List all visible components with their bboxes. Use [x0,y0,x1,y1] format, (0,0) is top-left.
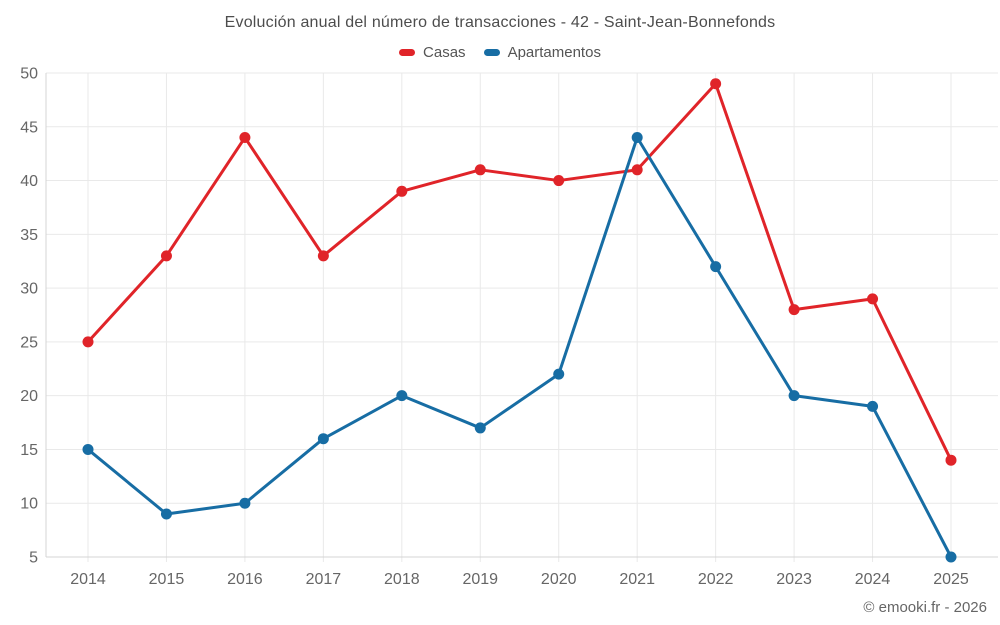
x-axis-tick-label: 2022 [698,571,734,588]
apartamentos-series-swatch [483,48,500,56]
casas-series-line [86,82,953,462]
watermark: © emooki.fr - 2026 [863,599,987,616]
y-axis-tick-label: 10 [20,496,38,513]
x-axis-tick-label: 2025 [933,571,969,588]
x-axis-tick-label: 2014 [70,571,106,588]
apartamentos-data-point [317,433,329,445]
apartamentos-data-point [160,508,172,520]
y-axis-tick-label: 40 [20,173,38,190]
x-axis-tick-label: 2019 [462,571,498,588]
chart-title: Evolución anual del número de transaccio… [224,14,776,31]
x-axis-tick-label: 2020 [541,571,577,588]
y-axis-tick-label: 50 [20,66,38,83]
casas-data-point [867,293,879,305]
y-axis-tick-label: 45 [20,119,38,136]
casas-series-swatch [399,48,416,56]
casas-data-point [945,454,957,466]
apartamentos-data-point [396,390,408,402]
y-axis-tick-label: 30 [20,281,38,298]
casas-data-point [553,175,565,187]
chart-legend: Casas Apartamentos [0,43,1000,61]
casas-data-point [788,304,800,316]
apartamentos-data-point [239,497,251,509]
casas-data-point [160,250,172,262]
x-axis-tick-label: 2018 [384,571,420,588]
x-axis-tick-label: 2017 [306,571,342,588]
apartamentos-data-point [553,368,565,380]
apartamentos-data-point [631,132,643,144]
y-axis-tick-label: 15 [20,442,38,459]
apartamentos-series-line [86,136,953,559]
x-axis-tick-label: 2021 [619,571,655,588]
casas-data-point [474,164,486,176]
y-axis-tick-label: 35 [20,227,38,244]
legend-item-apartamentos[interactable]: Apartamentos [483,43,601,61]
x-axis-tick-label: 2024 [855,571,891,588]
y-axis-tick-label: 20 [20,388,38,405]
x-axis-tick-label: 2016 [227,571,263,588]
apartamentos-data-point [788,390,800,402]
casas-data-point [710,78,722,90]
y-axis-tick-label: 5 [29,550,38,567]
casas-data-point [82,336,94,348]
apartamentos-data-point [474,422,486,434]
legend-label-casas: Casas [423,43,466,61]
legend-label-apartamentos: Apartamentos [507,43,601,61]
apartamentos-data-point [710,261,722,273]
legend-item-casas[interactable]: Casas [399,44,466,61]
x-axis-tick-label: 2015 [149,571,185,588]
apartamentos-data-point [945,551,957,563]
casas-data-point [631,164,643,176]
casas-data-point [239,132,251,144]
casas-data-point [317,250,329,262]
casas-data-point [396,185,408,197]
y-axis-tick-label: 25 [20,334,38,351]
apartamentos-data-point [867,400,879,412]
x-axis-tick-label: 2023 [776,571,812,588]
apartamentos-data-point [82,443,94,455]
